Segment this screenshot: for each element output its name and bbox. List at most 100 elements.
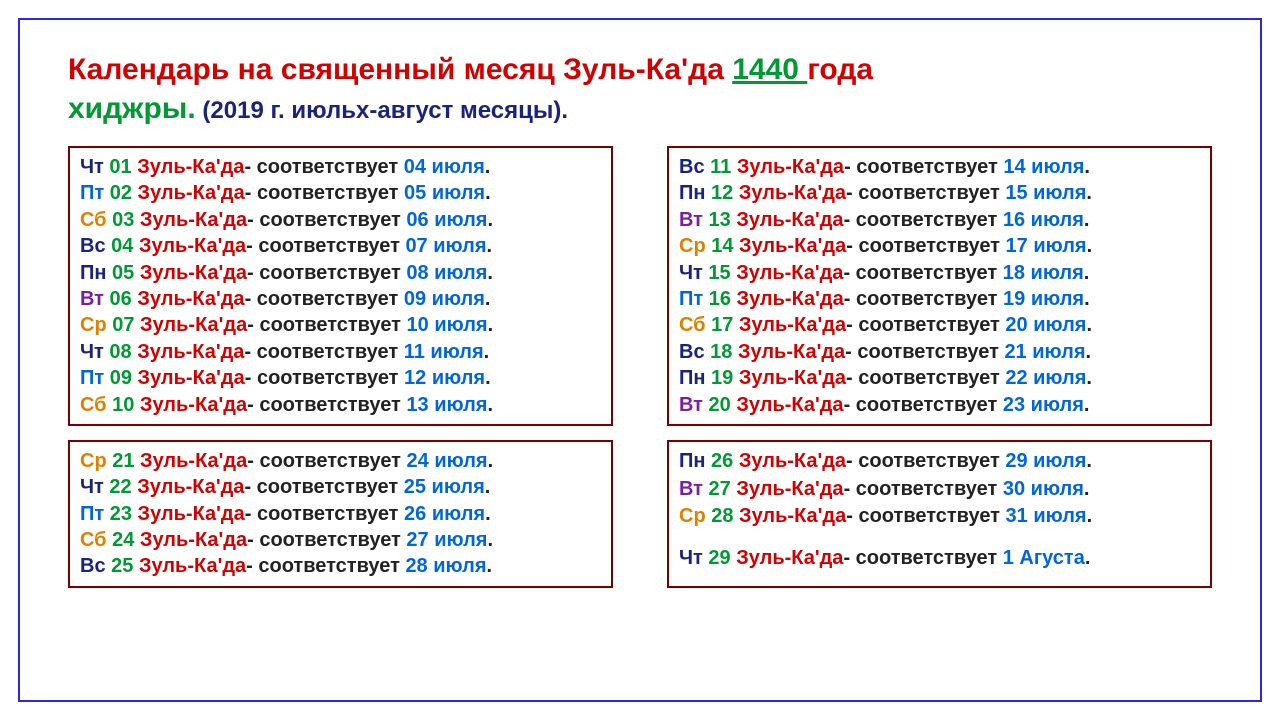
corresponds-label: - соответствует xyxy=(247,529,406,551)
corresponds-label: - соответствует xyxy=(846,235,1005,257)
gregorian-date: 23 июля xyxy=(1003,394,1084,416)
corresponds-label: - соответствует xyxy=(846,505,1005,527)
period: . xyxy=(488,314,494,336)
period: . xyxy=(1085,547,1091,569)
corresponds-label: - соответствует xyxy=(844,394,1003,416)
hijri-month-name: Зуль-Ка'да xyxy=(138,367,245,389)
weekday-abbrev: Пт xyxy=(679,288,703,310)
corresponds-label: - соответствует xyxy=(843,547,1002,569)
corresponds-label: - соответствует xyxy=(845,341,1004,363)
hijri-day-number: 13 xyxy=(709,209,731,231)
period: . xyxy=(485,476,491,498)
corresponds-label: - соответствует xyxy=(245,367,404,389)
gregorian-date: 15 июля xyxy=(1005,182,1086,204)
calendar-row: Сб 03 Зуль-Ка'да- соответствует 06 июля. xyxy=(80,207,601,233)
calendar-row: Пт 16 Зуль-Ка'да- соответствует 19 июля. xyxy=(679,286,1200,312)
title-subtitle: (2019 г. июльх-август месяцы). xyxy=(196,97,568,124)
title-year: 1440 xyxy=(732,53,807,86)
hijri-month-name: Зуль-Ка'да xyxy=(140,314,247,336)
corresponds-label: - соответствует xyxy=(247,450,406,472)
gregorian-date: 25 июля xyxy=(404,476,485,498)
calendar-row: Пн 26 Зуль-Ка'да- соответствует 29 июля. xyxy=(679,448,1200,476)
weekday-abbrev: Вт xyxy=(679,394,703,416)
hijri-day-number: 08 xyxy=(109,341,131,363)
weekday-abbrev: Пн xyxy=(80,262,106,284)
gregorian-date: 26 июля xyxy=(404,503,485,525)
period: . xyxy=(1086,341,1092,363)
corresponds-label: - соответствует xyxy=(246,235,405,257)
hijri-day-number: 19 xyxy=(711,367,733,389)
hijri-day-number: 25 xyxy=(111,555,133,577)
period: . xyxy=(1084,288,1090,310)
gregorian-date: 17 июля xyxy=(1006,235,1087,257)
weekday-abbrev: Чт xyxy=(80,156,104,178)
weekday-abbrev: Пн xyxy=(679,367,705,389)
gregorian-date: 1 Агуста xyxy=(1003,547,1085,569)
hijri-month-name: Зуль-Ка'да xyxy=(736,262,843,284)
gregorian-date: 05 июля xyxy=(404,182,485,204)
weekday-abbrev: Пн xyxy=(679,182,705,204)
hijri-day-number: 12 xyxy=(711,182,733,204)
gregorian-date: 04 июля xyxy=(404,156,485,178)
gregorian-date: 19 июля xyxy=(1003,288,1084,310)
weekday-abbrev: Сб xyxy=(80,209,107,231)
gregorian-date: 21 июля xyxy=(1004,341,1085,363)
period: . xyxy=(485,503,491,525)
period: . xyxy=(485,288,491,310)
calendar-row: Вс 11 Зуль-Ка'да- соответствует 14 июля. xyxy=(679,154,1200,180)
period: . xyxy=(1087,235,1093,257)
period: . xyxy=(484,341,490,363)
corresponds-label: - соответствует xyxy=(247,314,406,336)
hijri-month-name: Зуль-Ка'да xyxy=(736,478,843,500)
calendar-row: Пт 23 Зуль-Ка'да- соответствует 26 июля. xyxy=(80,501,601,527)
hijri-month-name: Зуль-Ка'да xyxy=(140,209,247,231)
gregorian-date: 06 июля xyxy=(406,209,487,231)
corresponds-label: - соответствует xyxy=(247,394,406,416)
calendar-box-4: Пн 26 Зуль-Ка'да- соответствует 29 июля.… xyxy=(667,440,1212,588)
hijri-day-number: 09 xyxy=(110,367,132,389)
hijri-month-name: Зуль-Ка'да xyxy=(736,209,843,231)
period: . xyxy=(487,394,493,416)
period: . xyxy=(487,262,493,284)
hijri-day-number: 29 xyxy=(708,547,730,569)
gregorian-date: 20 июля xyxy=(1005,314,1086,336)
calendar-row: Чт 22 Зуль-Ка'да- соответствует 25 июля. xyxy=(80,474,601,500)
hijri-month-name: Зуль-Ка'да xyxy=(140,262,247,284)
hijri-month-name: Зуль-Ка'да xyxy=(737,156,844,178)
gregorian-date: 27 июля xyxy=(406,529,487,551)
hijri-month-name: Зуль-Ка'да xyxy=(137,341,244,363)
corresponds-label: - соответствует xyxy=(247,209,406,231)
period: . xyxy=(1087,505,1093,527)
calendar-row: Чт 15 Зуль-Ка'да- соответствует 18 июля. xyxy=(679,260,1200,286)
corresponds-label: - соответствует xyxy=(844,478,1003,500)
hijri-month-name: Зуль-Ка'да xyxy=(736,547,843,569)
hijri-month-name: Зуль-Ка'да xyxy=(137,476,244,498)
hijri-month-name: Зуль-Ка'да xyxy=(739,450,846,472)
weekday-abbrev: Вт xyxy=(80,288,104,310)
weekday-abbrev: Сб xyxy=(80,394,107,416)
hijri-day-number: 01 xyxy=(109,156,131,178)
gregorian-date: 18 июля xyxy=(1003,262,1084,284)
hijri-day-number: 07 xyxy=(112,314,134,336)
hijri-day-number: 11 xyxy=(710,156,731,178)
weekday-abbrev: Чт xyxy=(80,341,104,363)
corresponds-label: - соответствует xyxy=(846,367,1005,389)
calendar-row: Вс 04 Зуль-Ка'да- соответствует 07 июля. xyxy=(80,233,601,259)
calendar-row: Пт 09 Зуль-Ка'да- соответствует 12 июля. xyxy=(80,365,601,391)
hijri-day-number: 05 xyxy=(112,262,134,284)
hijri-month-name: Зуль-Ка'да xyxy=(739,235,846,257)
hijri-day-number: 26 xyxy=(711,450,733,472)
hijri-month-name: Зуль-Ка'да xyxy=(739,182,846,204)
hijri-month-name: Зуль-Ка'да xyxy=(137,288,244,310)
calendar-row: Вт 13 Зуль-Ка'да- соответствует 16 июля. xyxy=(679,207,1200,233)
calendar-row: Чт 08 Зуль-Ка'да- соответствует 11 июля. xyxy=(80,339,601,365)
calendar-row: Ср 14 Зуль-Ка'да- соответствует 17 июля. xyxy=(679,233,1200,259)
hijri-day-number: 17 xyxy=(711,314,733,336)
corresponds-label: - соответствует xyxy=(844,209,1003,231)
gregorian-date: 16 июля xyxy=(1003,209,1084,231)
hijri-day-number: 16 xyxy=(709,288,731,310)
hijri-day-number: 23 xyxy=(110,503,132,525)
corresponds-label: - соответствует xyxy=(246,555,405,577)
corresponds-label: - соответствует xyxy=(846,182,1005,204)
hijri-month-name: Зуль-Ка'да xyxy=(139,555,246,577)
